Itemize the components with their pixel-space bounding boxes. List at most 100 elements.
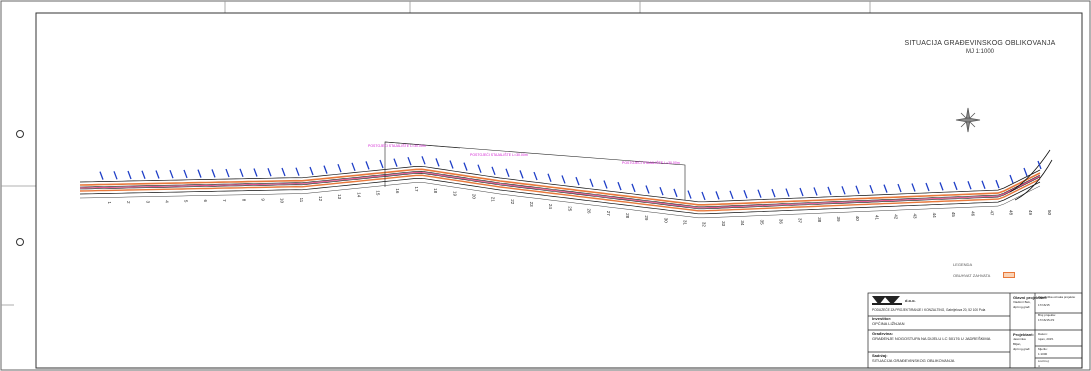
drainage-mark — [99, 171, 104, 180]
drainage-mark — [211, 169, 216, 178]
drainage-mark — [589, 178, 594, 188]
station-label: 49 — [1028, 210, 1033, 216]
drainage-mark — [939, 182, 944, 191]
number-label: Broj projekta: — [1038, 313, 1056, 317]
station-label: 37 — [798, 218, 803, 224]
date-value: rujan, 2015. — [1038, 337, 1054, 341]
drainage-mark — [785, 188, 790, 197]
drainage-mark — [925, 182, 930, 192]
station-label: 44 — [932, 213, 937, 219]
station-label: 21 — [491, 197, 496, 203]
station-label: 6 — [203, 200, 208, 203]
drainage-mark — [813, 187, 818, 196]
station-label: 48 — [1009, 210, 1014, 216]
drawing-content-label: Sadržaj: — [872, 353, 888, 358]
station-label: 12 — [318, 196, 323, 202]
station-label: 4 — [165, 200, 170, 203]
station-label: 36 — [778, 219, 783, 225]
station-label: 17 — [414, 187, 419, 193]
drainage-mark — [561, 175, 566, 184]
drainage-mark — [869, 184, 874, 194]
station-label: 23 — [529, 202, 534, 208]
legend-header: LEGENDA — [953, 262, 973, 267]
station-label: 9 — [260, 198, 265, 201]
binder-hole-icon — [16, 130, 24, 138]
station-label: 19 — [452, 191, 457, 197]
drainage-mark — [519, 170, 524, 179]
drainage-mark — [701, 191, 706, 201]
date-label: Datum: — [1038, 332, 1048, 336]
investor-label: Investitor: — [872, 316, 892, 321]
drainage-mark — [729, 190, 734, 200]
company-logo — [872, 296, 902, 305]
station-label: 35 — [759, 220, 764, 226]
station-label: 2 — [126, 201, 131, 204]
drainage-mark — [967, 181, 972, 190]
drainage-mark — [337, 163, 342, 173]
drainage-mark — [883, 184, 888, 193]
drainage-mark — [575, 176, 580, 186]
chief-label: Glavni projektant: — [1013, 295, 1048, 300]
drainage-mark — [1037, 160, 1042, 170]
station-label: 43 — [913, 213, 918, 219]
station-label: 16 — [395, 188, 400, 194]
drainage-mark — [309, 166, 314, 176]
drainage-mark — [421, 156, 426, 165]
station-label: 26 — [587, 209, 592, 215]
drainage-mark — [127, 170, 132, 180]
drainage-mark — [155, 170, 160, 179]
drainage-mark — [141, 170, 146, 179]
designer-label: Projektant: — [1013, 332, 1034, 337]
drainage-mark — [295, 167, 300, 176]
drainage-mark — [897, 183, 902, 193]
legend-item-label: OBUHVAT ZAHVATA — [953, 273, 991, 278]
station-label: 15 — [376, 190, 381, 196]
drainage-mark — [379, 159, 384, 169]
project-no-value: 17/16/15 — [1038, 303, 1050, 307]
bus-stop-callout-3: POSTOJEĆI STAJALIŠTE L=30.00m — [622, 161, 680, 165]
drainage-mark — [225, 168, 230, 178]
drainage-mark — [253, 168, 258, 177]
drainage-mark — [981, 180, 986, 189]
drainage-mark — [911, 183, 916, 192]
drainage-mark — [323, 165, 328, 174]
station-label: 29 — [644, 215, 649, 221]
drawing-title: SITUACIJA GRAĐEVINSKOG OBLIKOVANJA — [904, 40, 1056, 47]
investor-value: OPĆINA LIŽNJAN — [872, 321, 905, 326]
drainage-mark — [197, 169, 202, 178]
scale-value: 1:1000 — [1038, 352, 1048, 356]
drainage-mark — [1023, 167, 1028, 177]
station-label: 42 — [894, 214, 899, 220]
project-no-label: Zajednička oznaka projekta: — [1038, 295, 1076, 299]
drainage-mark — [645, 185, 650, 194]
drainage-mark — [267, 168, 272, 177]
drainage-mark — [281, 167, 286, 177]
drainage-mark — [827, 186, 832, 196]
binder-hole-icon — [16, 238, 24, 246]
bus-stop-zone — [384, 141, 686, 200]
station-label: 3 — [145, 201, 150, 204]
drainage-mark — [183, 169, 188, 179]
sheet-label: List broj: — [1038, 359, 1050, 363]
drainage-mark — [841, 186, 846, 195]
road-line — [79, 174, 1041, 212]
building-label: Građevina: — [872, 331, 893, 336]
drawing-scale: MJ 1:1000 — [965, 49, 995, 55]
title-block — [867, 292, 1083, 369]
road-line — [79, 182, 1041, 218]
drainage-mark — [435, 158, 440, 167]
station-label: 32 — [702, 222, 707, 228]
station-label: 40 — [855, 216, 860, 222]
drainage-mark — [169, 169, 174, 179]
station-label: 50 — [1047, 210, 1052, 216]
drainage-mark — [953, 181, 958, 191]
drainage-mark — [463, 162, 468, 171]
station-label: 45 — [951, 212, 956, 218]
station-label: 14 — [356, 192, 361, 198]
legend-swatch — [1003, 272, 1015, 278]
drainage-mark — [673, 188, 678, 198]
road-corridor — [79, 149, 1053, 218]
drawing-content-value: SITUACIJA GRAĐEVINSKOG OBLIKOVANJA — [872, 358, 955, 363]
station-label: 8 — [241, 199, 246, 202]
